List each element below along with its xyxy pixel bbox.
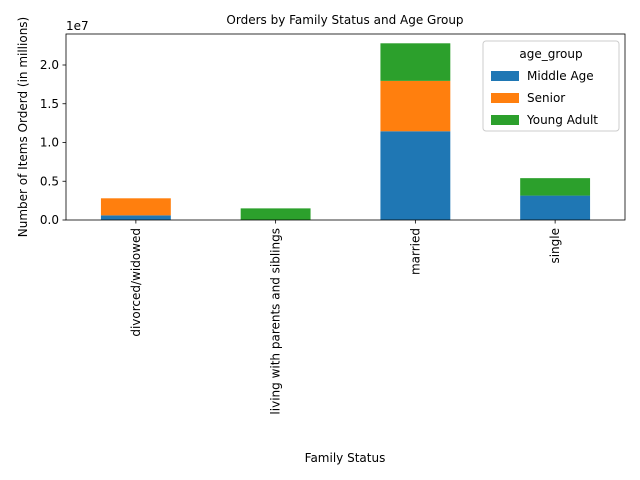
bar-young-adult-1 [240, 208, 311, 220]
legend-label: Young Adult [526, 113, 598, 127]
legend-label: Middle Age [527, 69, 594, 83]
legend-swatch [491, 93, 519, 103]
bars [100, 43, 591, 220]
legend-swatch [491, 115, 519, 125]
bar-senior-2 [380, 80, 451, 132]
y-axis-label: Number of Items Orderd (in millions) [16, 17, 30, 237]
y-tick-label: 0.0 [40, 213, 59, 227]
x-tick-label: single [548, 228, 562, 264]
x-axis-ticks: divorced/widowed living with parents and … [129, 220, 562, 415]
bar-middle-age-0 [100, 215, 171, 220]
y-axis-ticks: 0.0 0.5 1.0 1.5 2.0 [40, 58, 66, 227]
bar-young-adult-3 [520, 178, 591, 196]
bar-middle-age-3 [520, 195, 591, 220]
bar-senior-0 [100, 198, 171, 216]
y-tick-label: 2.0 [40, 58, 59, 72]
x-tick-label: married [408, 228, 422, 275]
x-tick-label: living with parents and siblings [269, 228, 283, 415]
y-offset-label: 1e7 [66, 19, 89, 33]
y-tick-label: 1.0 [40, 136, 59, 150]
y-tick-label: 1.5 [40, 97, 59, 111]
legend-title: age_group [519, 47, 582, 61]
legend-swatch [491, 71, 519, 81]
plot-frame [65, 33, 626, 221]
bar-young-adult-2 [380, 43, 451, 81]
legend-box [482, 40, 620, 132]
chart-title: Orders by Family Status and Age Group [226, 13, 463, 27]
legend-label: Senior [527, 91, 565, 105]
x-tick-label: divorced/widowed [129, 228, 143, 337]
x-axis-label: Family Status [305, 451, 386, 465]
bar-middle-age-2 [380, 131, 451, 220]
y-tick-label: 0.5 [40, 174, 59, 188]
legend: age_group Middle Age Senior Young Adult [482, 40, 620, 132]
